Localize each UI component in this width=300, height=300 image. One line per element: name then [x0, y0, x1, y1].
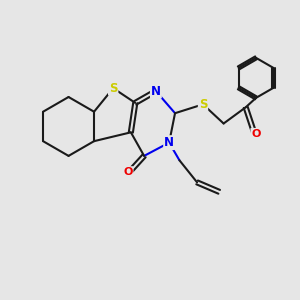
Text: S: S	[109, 82, 117, 95]
Text: O: O	[251, 129, 261, 139]
Text: N: N	[164, 136, 174, 149]
Text: S: S	[199, 98, 207, 111]
Text: N: N	[151, 85, 161, 98]
Text: O: O	[123, 167, 133, 177]
